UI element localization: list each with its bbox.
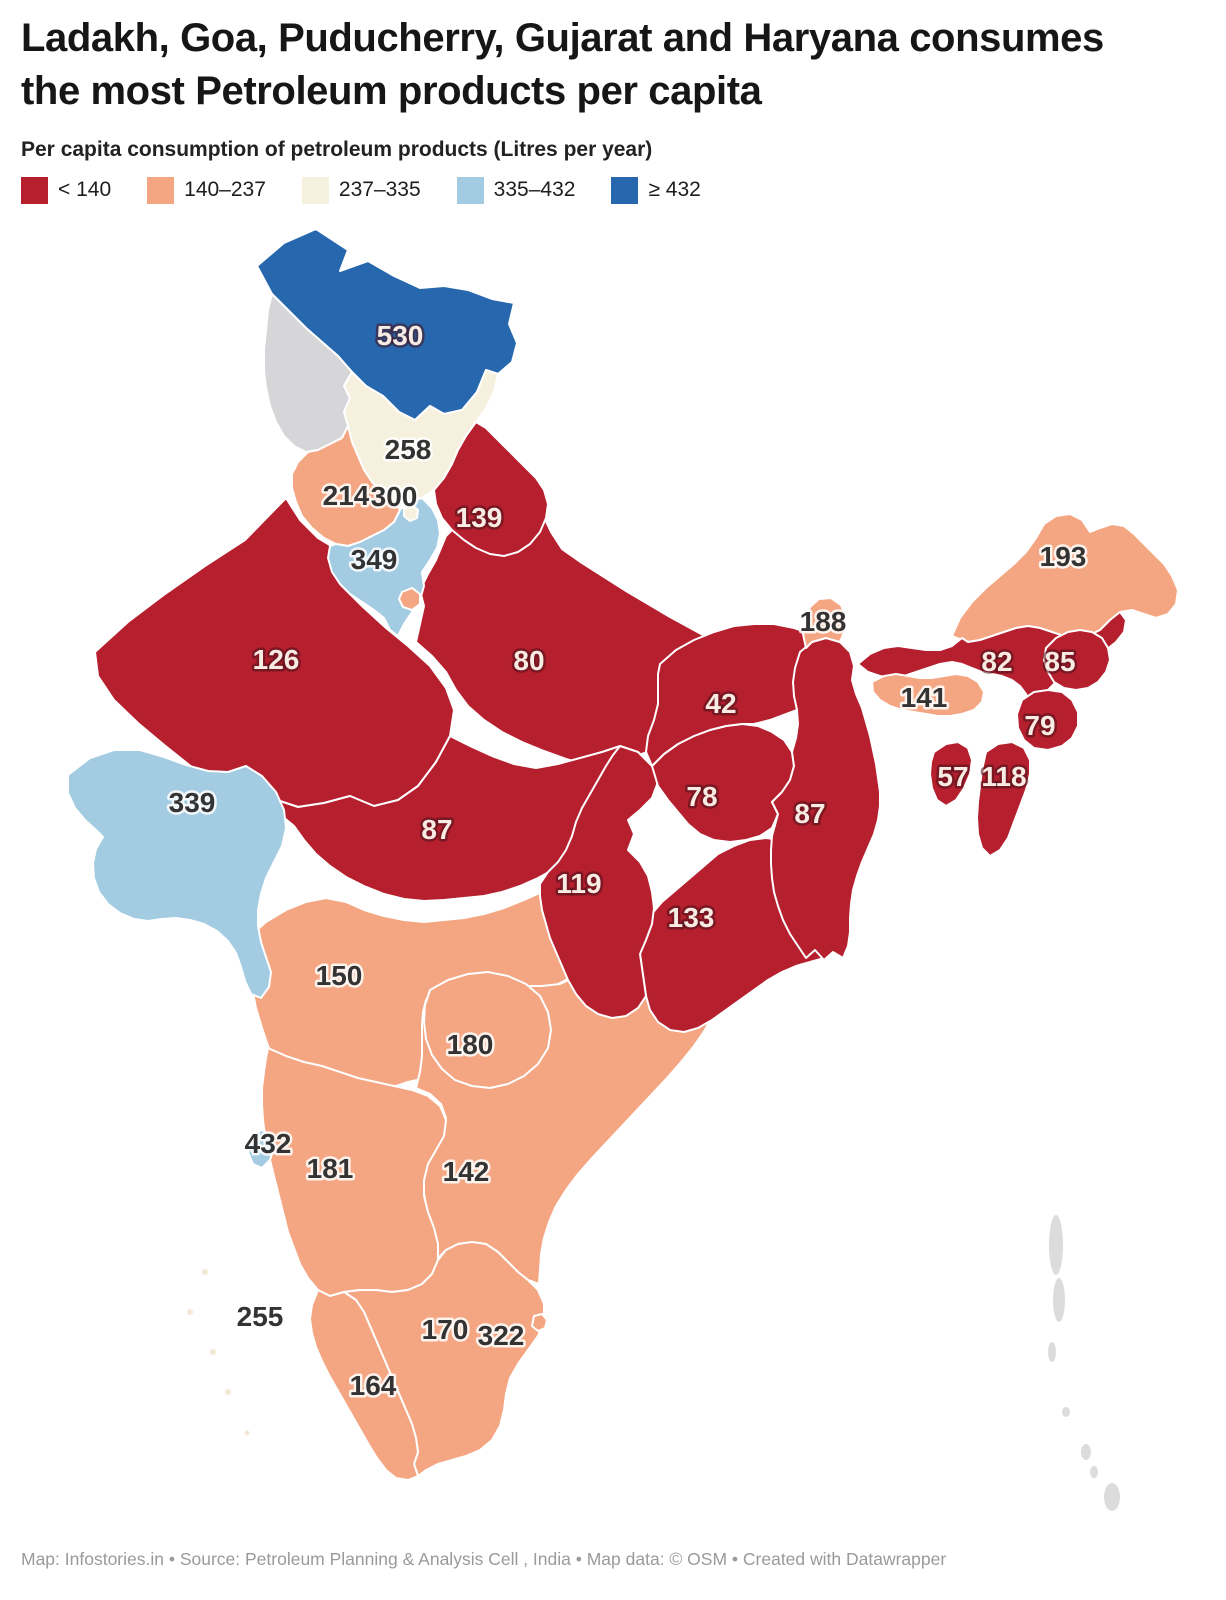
- header: Ladakh, Goa, Puducherry, Gujarat and Har…: [21, 12, 1201, 204]
- legend-item-1[interactable]: 140–237: [147, 176, 266, 204]
- region-lakshadweep: [210, 1349, 216, 1355]
- value-label: 150: [316, 960, 363, 991]
- value-label: 78: [686, 781, 717, 812]
- state-regions: [67, 228, 1179, 1481]
- legend-item-4[interactable]: ≥ 432: [611, 176, 701, 204]
- region-chandigarh[interactable]: [403, 504, 419, 522]
- value-label: 258: [385, 434, 432, 465]
- region-andaman: [1090, 1466, 1098, 1478]
- region-gujarat[interactable]: [67, 749, 287, 999]
- value-label: 432: [245, 1128, 292, 1159]
- legend-swatch: [456, 176, 484, 204]
- legend-label: 335–432: [493, 178, 576, 202]
- region-andaman: [1049, 1215, 1063, 1275]
- value-label: 180: [447, 1029, 494, 1060]
- region-lakshadweep: [244, 1430, 250, 1436]
- legend-label: < 140: [58, 178, 112, 202]
- value-label: 133: [668, 902, 715, 933]
- color-legend: < 140 140–237 237–335 335–432 ≥ 432: [21, 176, 1201, 204]
- value-label: 188: [800, 606, 847, 637]
- legend-swatch: [301, 176, 329, 204]
- legend-swatch: [611, 176, 639, 204]
- legend-label: 237–335: [338, 178, 421, 202]
- legend-swatch: [147, 176, 175, 204]
- region-mizoram[interactable]: [976, 741, 1031, 857]
- value-label: 42: [705, 688, 736, 719]
- region-goa[interactable]: [247, 1129, 275, 1169]
- region-arunachal-pradesh[interactable]: [951, 513, 1179, 643]
- value-label: 126: [253, 644, 300, 675]
- region-kerala[interactable]: [309, 1289, 419, 1481]
- value-label: 79: [1024, 710, 1055, 741]
- value-label: 255: [237, 1301, 284, 1332]
- value-label: 339: [169, 787, 216, 818]
- value-label: 349: [351, 544, 398, 575]
- value-label: 57: [937, 761, 968, 792]
- source-attribution: Map: Infostories.in • Source: Petroleum …: [21, 1549, 947, 1569]
- region-manipur[interactable]: [1016, 689, 1079, 751]
- value-label: 181: [307, 1153, 354, 1184]
- region-delhi[interactable]: [398, 587, 421, 611]
- value-label: 170: [422, 1314, 469, 1345]
- value-label: 82: [981, 646, 1012, 677]
- value-label: 141: [901, 682, 948, 713]
- value-labels: 530 258 214 300 139 349 188 193 126 80 82 85 42 141 79…: [166, 318, 1089, 1404]
- value-label: 530: [377, 320, 424, 351]
- region-west-bengal[interactable]: [770, 637, 881, 961]
- region-puducherry[interactable]: [531, 1313, 548, 1332]
- region-andaman: [1048, 1342, 1056, 1362]
- legend-label: ≥ 432: [648, 178, 701, 202]
- region-andaman: [1062, 1407, 1070, 1417]
- region-telangana[interactable]: [423, 971, 552, 1089]
- island-regions: [187, 1215, 1120, 1511]
- value-label: 142: [443, 1156, 490, 1187]
- value-label: 193: [1040, 541, 1087, 572]
- page-title: Ladakh, Goa, Puducherry, Gujarat and Har…: [21, 16, 1104, 113]
- value-label: 118: [981, 761, 1026, 792]
- value-label: 85: [1044, 646, 1075, 677]
- value-label: 214: [323, 480, 370, 511]
- region-tripura[interactable]: [929, 741, 973, 807]
- region-sikkim[interactable]: [802, 597, 847, 649]
- region-chhattisgarh[interactable]: [539, 745, 659, 1019]
- region-uttarakhand[interactable]: [433, 421, 549, 557]
- region-lakshadweep: [202, 1269, 208, 1275]
- legend-label: 140–237: [184, 178, 266, 202]
- value-label: 87: [421, 814, 452, 845]
- region-lakshadweep: [187, 1309, 193, 1315]
- legend-item-2[interactable]: 237–335: [301, 176, 421, 204]
- region-andaman: [1104, 1483, 1120, 1511]
- region-lakshadweep: [225, 1389, 231, 1395]
- value-label: 300: [371, 481, 418, 512]
- region-andaman: [1053, 1278, 1065, 1322]
- value-label: 164: [350, 1370, 397, 1401]
- region-meghalaya[interactable]: [871, 673, 985, 717]
- legend-swatch: [21, 176, 48, 204]
- value-label: 322: [478, 1320, 525, 1351]
- value-label: 119: [556, 868, 601, 899]
- region-andaman: [1081, 1444, 1091, 1460]
- value-label: 139: [456, 502, 503, 533]
- legend-item-0[interactable]: < 140: [21, 176, 112, 204]
- map-subtitle: Per capita consumption of petroleum prod…: [21, 137, 653, 161]
- value-label: 80: [513, 645, 544, 676]
- region-nagaland[interactable]: [1043, 629, 1111, 691]
- legend-item-3[interactable]: 335–432: [456, 176, 576, 204]
- region-bihar[interactable]: [645, 623, 847, 767]
- value-label: 87: [794, 798, 825, 829]
